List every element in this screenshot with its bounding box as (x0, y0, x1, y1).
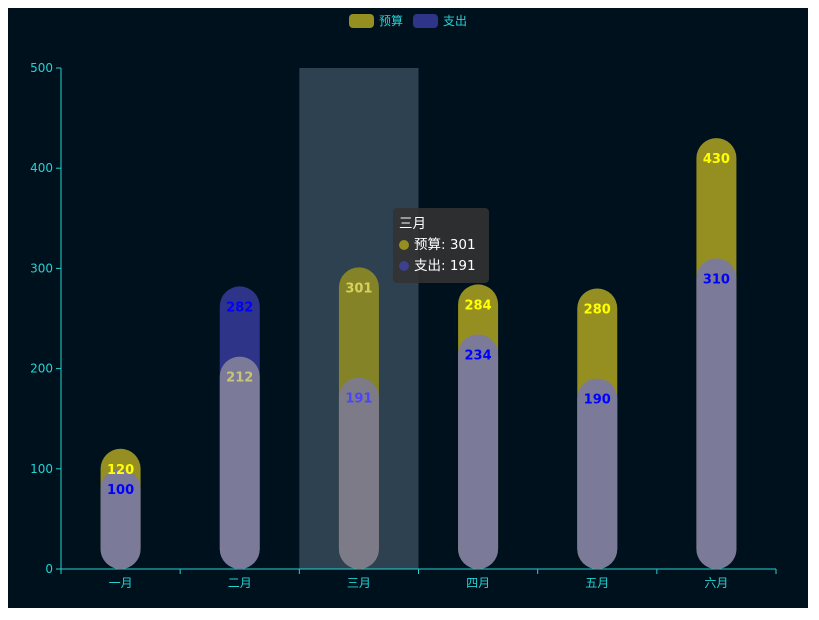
chart-frame: 预算 支出 0 100 200 300 400 500 一月 二月 三月 四月 五月 六月 120 100… (8, 8, 808, 608)
data-label-budget: 301 (345, 281, 372, 296)
y-tick-label: 200 (30, 362, 53, 376)
bar-expense (577, 378, 618, 569)
data-label-expense: 310 (703, 272, 730, 287)
legend-label-budget: 预算 (378, 14, 403, 28)
data-label-budget: 430 (703, 152, 730, 167)
data-label-expense: 191 (345, 392, 372, 407)
x-tick-label: 一月 (109, 576, 133, 590)
y-tick-label: 500 (30, 61, 53, 75)
data-label-budget: 284 (465, 298, 492, 313)
y-tick-label: 0 (45, 562, 53, 576)
data-label-expense: 190 (584, 393, 611, 408)
bar-expense (458, 334, 499, 569)
legend-item-expense[interactable]: 支出 (413, 12, 467, 29)
bar-expense (338, 377, 379, 569)
data-label-expense: 234 (465, 349, 492, 364)
tooltip-dot-budget (399, 240, 409, 250)
data-label-budget: 120 (107, 463, 134, 478)
data-label-expense: 100 (107, 483, 134, 498)
x-tick-label: 六月 (704, 576, 728, 590)
data-label-budget: 212 (226, 371, 253, 386)
legend-label-expense: 支出 (443, 14, 468, 28)
y-tick-label: 400 (30, 161, 53, 175)
tooltip-title: 三月 (399, 216, 426, 232)
y-tick-label: 100 (30, 462, 53, 476)
tooltip-row-expense-label: 支出: 191 (414, 258, 476, 274)
x-tick-label: 二月 (228, 576, 252, 590)
legend-swatch-budget (348, 13, 374, 28)
tooltip-row-expense: 支出: 191 (399, 256, 483, 277)
tooltip-row-budget: 预算: 301 (399, 235, 483, 256)
tooltip-dot-expense (399, 261, 409, 271)
data-label-budget: 280 (584, 302, 611, 317)
x-tick-label: 三月 (347, 576, 371, 590)
x-tick-label: 五月 (585, 576, 609, 590)
bar-budget (219, 356, 260, 569)
legend-item-budget[interactable]: 预算 (348, 12, 403, 29)
y-tick-label: 300 (30, 261, 53, 275)
legend-swatch-expense (413, 13, 438, 28)
tooltip-row-budget-label: 预算: 301 (414, 237, 476, 253)
bar-expense (696, 258, 737, 569)
tooltip: 三月 预算: 301 支出: 191 (393, 208, 489, 283)
legend: 预算 支出 (8, 12, 808, 29)
bar-expense (100, 468, 141, 569)
data-label-expense: 282 (226, 300, 253, 315)
x-tick-label: 四月 (466, 576, 490, 590)
